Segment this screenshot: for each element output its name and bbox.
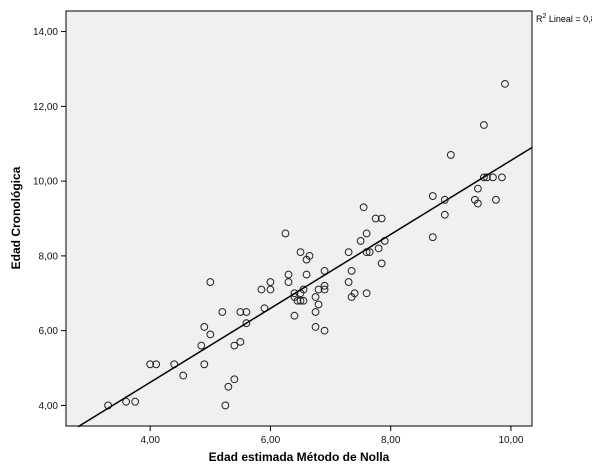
data-point [344,248,353,257]
data-point [284,278,293,286]
data-point [374,244,383,253]
data-point [311,323,320,331]
data-point [197,341,206,350]
x-tick-label: 4,00 [140,435,160,446]
data-point [305,251,314,260]
data-point [320,281,329,290]
data-point [242,308,251,316]
data-point [200,323,209,331]
data-point [146,360,155,369]
data-point [440,210,449,219]
axis-ticks: 4,00 6,00 8,00 10,00 4,00 6,00 8,00 10,00 12,00 1… [33,27,524,446]
data-point [365,248,374,257]
data-point [131,397,140,406]
data-point [152,360,161,369]
x-tick-label: 8,00 [381,435,401,446]
data-point [320,285,329,294]
data-point [221,401,230,410]
y-tick-label: 12,00 [33,102,58,113]
y-tick-label: 6,00 [39,326,59,337]
data-point [501,80,509,88]
data-point [428,192,437,200]
data-point [320,326,329,335]
data-point [498,173,506,182]
plot-area [65,10,533,427]
data-point [479,121,488,129]
data-point [359,203,368,212]
data-point [311,293,320,301]
data-point [311,308,320,316]
data-point [206,278,215,286]
data-point [224,382,233,391]
data-point [347,266,356,275]
x-tick-label: 6,00 [261,435,281,446]
data-point [371,214,380,223]
y-tick-label: 10,00 [33,177,58,188]
data-point [362,289,371,298]
x-tick-label: 10,00 [498,435,523,446]
y-tick-label: 4,00 [39,401,59,412]
data-point [344,278,353,286]
regression-line [77,146,533,428]
y-axis-label: Edad Cronológica [9,166,23,269]
data-point [479,173,488,182]
data-point [290,311,299,320]
data-point [206,330,215,339]
y-tick-label: 8,00 [39,251,59,262]
data-point [230,341,239,350]
r2-annotation: R2 Lineal = 0,833 [536,13,592,24]
data-point [218,308,227,316]
data-point [473,184,482,193]
data-point [314,285,323,294]
x-axis-label: Edad estimada Método de Nolla [209,450,390,464]
data-point [302,270,311,279]
data-point [266,285,275,294]
data-point [350,289,359,298]
data-point [299,296,308,305]
data-point [122,397,131,406]
data-point [236,308,245,316]
data-point [284,270,293,279]
data-point [492,195,500,204]
data-point [293,296,302,305]
data-point [236,337,245,346]
data-point [296,248,305,257]
data-point [473,199,482,208]
data-point [230,375,239,384]
data-point [356,237,365,245]
data-point [377,214,386,223]
data-point [377,259,386,268]
data-point [296,296,305,305]
data-point [446,151,455,159]
data-point [362,229,371,238]
data-point [257,285,266,294]
data-point [179,371,188,380]
data-point [242,319,251,328]
data-point [489,173,497,182]
data-point [428,233,437,242]
data-point [281,229,290,238]
data-point [314,300,323,309]
data-point [266,278,275,286]
data-point [290,289,299,298]
data-point [200,360,209,369]
y-tick-label: 14,00 [33,27,58,38]
